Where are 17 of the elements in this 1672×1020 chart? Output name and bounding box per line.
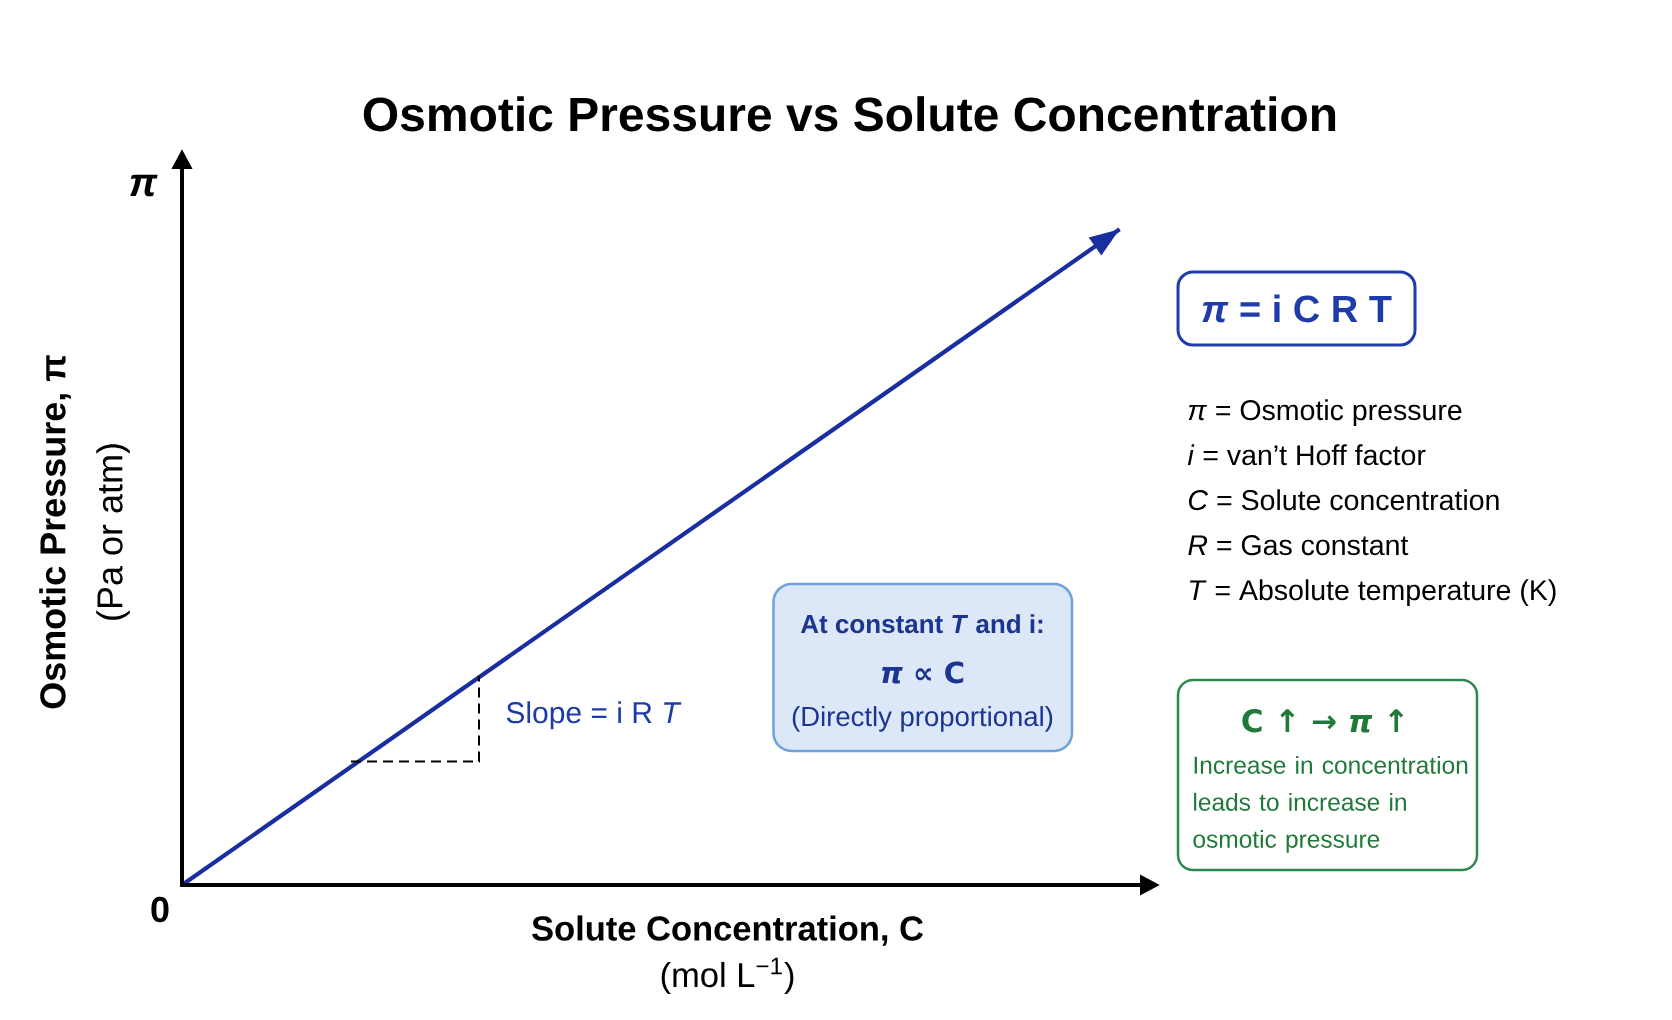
y-axis-title: Osmotic Pressure, π (Pa or atm) [39, 355, 130, 709]
annotation: π = Osmotic pressure [1188, 399, 1462, 426]
annotation: C = Solute concentration [1188, 489, 1499, 511]
text: π [130, 174, 158, 197]
annotation: At constant T and i: [800, 614, 1043, 634]
annotation: i = van’t Hoff factor [1187, 444, 1426, 466]
annotation: π = i C R T [1202, 294, 1392, 323]
annotation: Increase in concentration leads to increase in osmotic pressure [1193, 755, 1468, 853]
annotation: R = Gas constant [1188, 535, 1409, 556]
annotation: Slope = i R T [506, 701, 682, 730]
text: 0 [151, 896, 169, 923]
chart-title: Osmotic Pressure vs Solute Concentration [363, 96, 1336, 132]
annotation: T = Absolute temperature (K) [1189, 579, 1556, 606]
x-axis-title: Solute Concentration, C (mol L$^{−1}$) [532, 915, 924, 995]
annotation: C ↑ → π ↑ [1242, 708, 1404, 733]
annotation: (Directly proportional) [792, 706, 1053, 732]
annotation: π ∝ C [882, 661, 964, 684]
